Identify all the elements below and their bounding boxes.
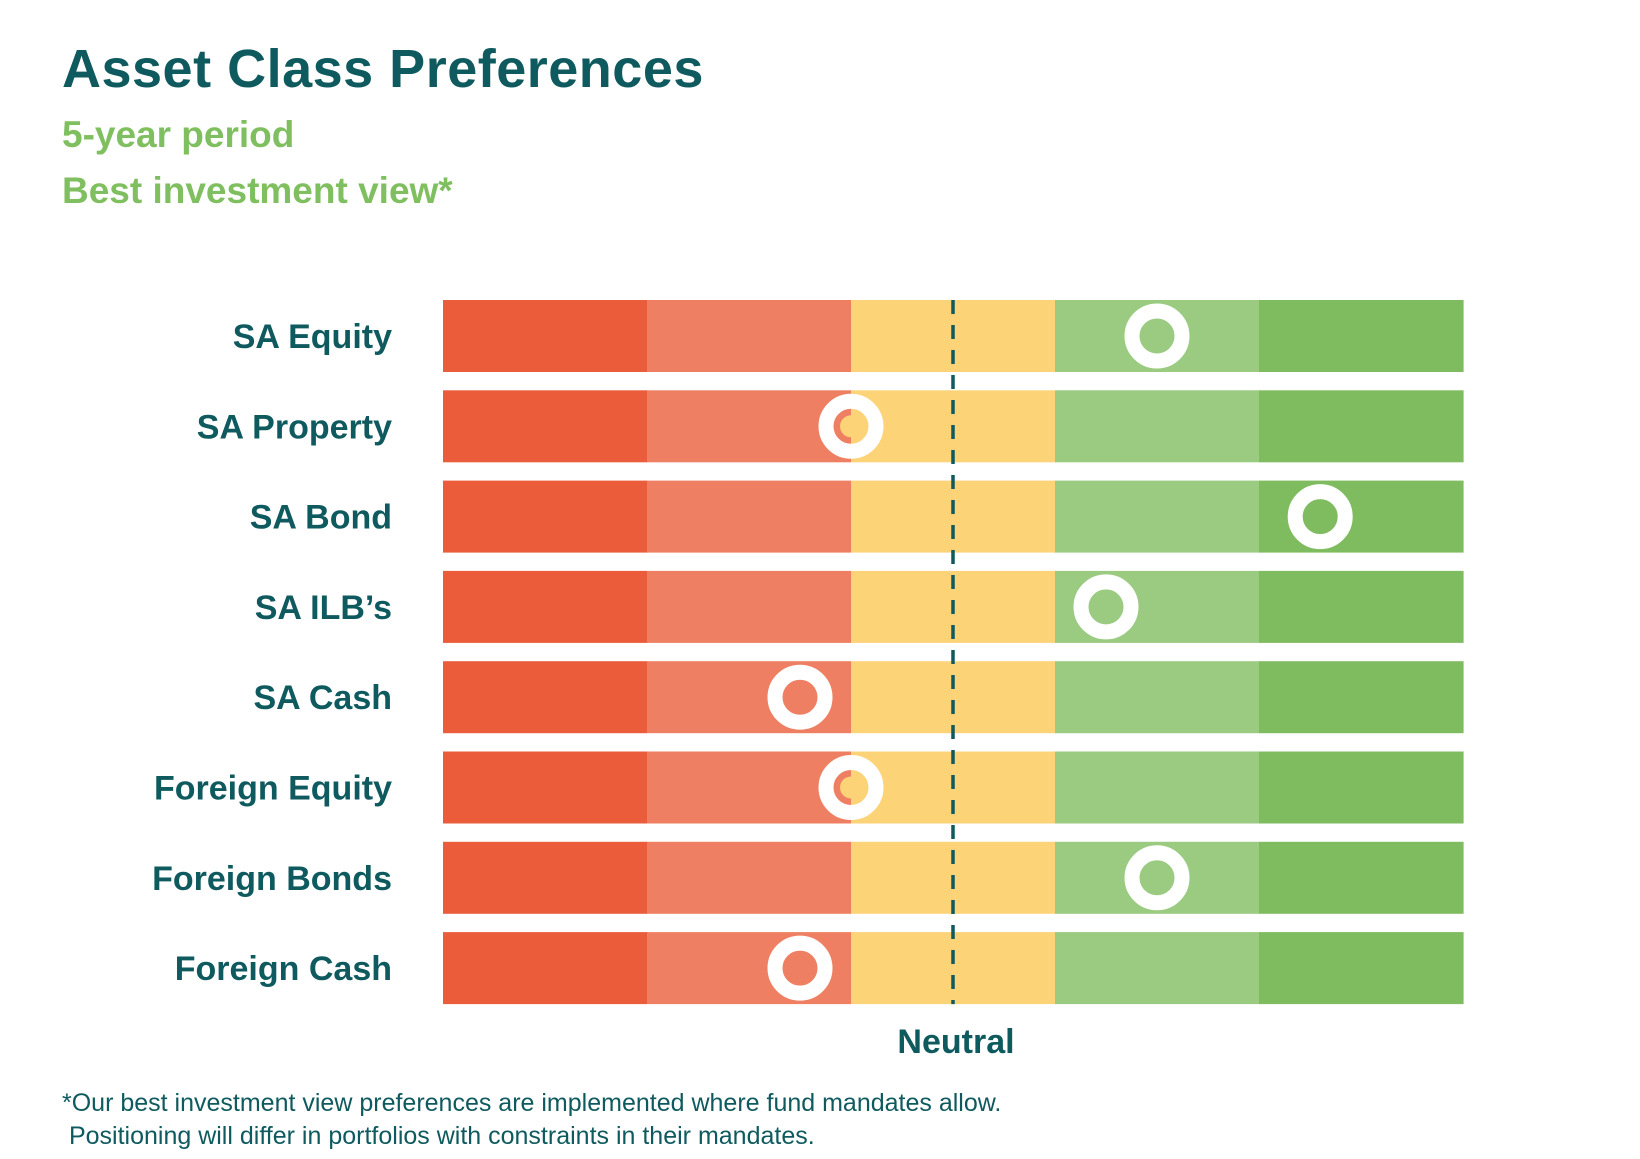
marker-ring bbox=[818, 393, 884, 459]
chart-subtitle-period: 5-year period bbox=[62, 114, 295, 155]
marker-ring bbox=[1073, 574, 1139, 640]
marker-dot bbox=[789, 957, 811, 980]
neutral-label: Neutral bbox=[897, 1023, 1014, 1061]
scale-band bbox=[1055, 390, 1260, 463]
chart-row: SA Bond bbox=[250, 480, 1464, 553]
scale-band bbox=[1259, 300, 1464, 372]
chart-row: Foreign Bonds bbox=[152, 841, 1464, 914]
category-label: Foreign Cash bbox=[175, 950, 392, 988]
footnote-line-1: *Our best investment view preferences ar… bbox=[62, 1089, 1002, 1117]
preference-marker bbox=[1073, 574, 1139, 640]
marker-ring bbox=[1124, 303, 1190, 369]
marker-dot bbox=[789, 686, 811, 709]
scale-band bbox=[443, 480, 648, 553]
marker-ring bbox=[1124, 845, 1190, 911]
marker-dot bbox=[840, 415, 862, 438]
chart-row: SA Equity bbox=[233, 300, 1464, 372]
scale-band bbox=[443, 751, 648, 824]
category-label: Foreign Equity bbox=[154, 770, 392, 808]
scale-band bbox=[851, 932, 1056, 1005]
chart-title: Asset Class Preferences bbox=[62, 39, 704, 99]
scale-band bbox=[1055, 480, 1260, 553]
category-label: SA ILB’s bbox=[255, 589, 392, 627]
scale-band bbox=[647, 480, 852, 553]
scale-band bbox=[1055, 932, 1260, 1005]
scale-band bbox=[443, 300, 648, 372]
preference-marker bbox=[1124, 845, 1190, 911]
scale-band bbox=[1055, 661, 1260, 734]
marker-ring bbox=[767, 664, 833, 730]
scale-band bbox=[647, 841, 852, 914]
scale-band bbox=[1259, 841, 1464, 914]
footnote: *Our best investment view preferences ar… bbox=[62, 1087, 1001, 1153]
marker-dot bbox=[1095, 595, 1117, 618]
scale-band bbox=[443, 390, 648, 463]
preference-marker bbox=[767, 935, 833, 1001]
preference-marker bbox=[1124, 303, 1190, 369]
scale-band bbox=[443, 932, 648, 1005]
chart-row: SA Property bbox=[197, 390, 1464, 463]
chart-row: SA Cash bbox=[253, 661, 1464, 734]
chart-row: SA ILB’s bbox=[255, 570, 1464, 643]
scale-band bbox=[443, 841, 648, 914]
chart-subtitle-view: Best investment view* bbox=[62, 170, 453, 211]
chart-row: Foreign Cash bbox=[175, 932, 1464, 1005]
footnote-line-2: Positioning will differ in portfolios wi… bbox=[62, 1122, 815, 1150]
scale-band bbox=[1259, 570, 1464, 643]
scale-band bbox=[647, 570, 852, 643]
scale-band bbox=[647, 300, 852, 372]
marker-dot bbox=[1309, 505, 1332, 528]
scale-band bbox=[647, 390, 852, 463]
scale-band bbox=[1259, 390, 1464, 463]
marker-ring bbox=[767, 935, 833, 1001]
chart-markers bbox=[767, 303, 1353, 1001]
scale-band bbox=[1259, 932, 1464, 1005]
preference-marker bbox=[767, 664, 833, 730]
marker-ring bbox=[1287, 484, 1353, 550]
marker-dot bbox=[1146, 325, 1168, 347]
category-label: SA Cash bbox=[253, 679, 392, 717]
scale-band bbox=[1259, 751, 1464, 824]
category-label: SA Property bbox=[197, 408, 392, 446]
marker-ring bbox=[818, 755, 884, 820]
preference-chart: SA Equity SA Property SA Bond SA ILB’s SA Ca… bbox=[152, 300, 1464, 1061]
chart-rows: SA Equity SA Property SA Bond SA ILB’s SA Ca… bbox=[152, 300, 1464, 1005]
marker-dot bbox=[840, 776, 862, 799]
scale-band bbox=[1259, 661, 1464, 734]
scale-band bbox=[851, 661, 1056, 734]
scale-band bbox=[443, 570, 648, 643]
category-label: SA Equity bbox=[233, 318, 392, 356]
neutral-layer: Neutral bbox=[897, 300, 1015, 1061]
marker-dot bbox=[1146, 866, 1168, 889]
preference-marker bbox=[818, 393, 884, 459]
scale-band bbox=[1055, 751, 1260, 824]
category-label: SA Bond bbox=[250, 499, 392, 537]
scale-band bbox=[647, 751, 852, 824]
scale-band bbox=[851, 480, 1056, 553]
category-label: Foreign Bonds bbox=[152, 860, 392, 898]
preference-marker bbox=[818, 755, 884, 820]
preference-marker bbox=[1287, 484, 1353, 550]
chart-row: Foreign Equity bbox=[154, 751, 1464, 824]
scale-band bbox=[443, 661, 648, 734]
